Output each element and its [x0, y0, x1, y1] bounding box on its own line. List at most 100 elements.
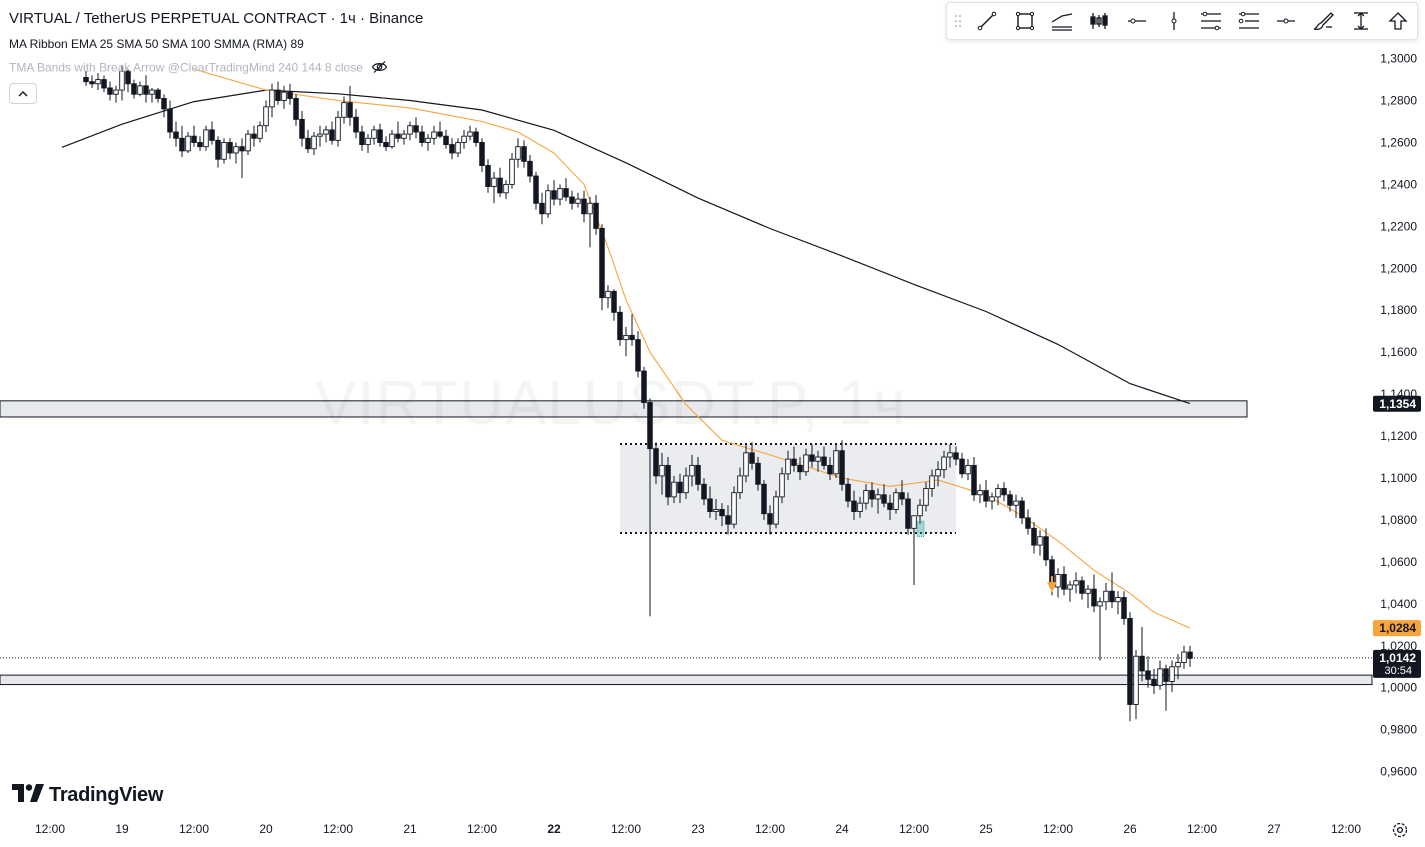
candle-body	[173, 131, 179, 139]
support-resistance-zones	[0, 400, 1373, 686]
candle	[1097, 597, 1103, 661]
horizontal-line-icon[interactable]	[1268, 3, 1305, 39]
candle	[287, 83, 293, 105]
candle-body	[827, 464, 833, 475]
candle	[929, 469, 935, 497]
price-tick-label: 1,2200	[1380, 219, 1417, 233]
candle-body	[455, 142, 461, 154]
long-position-icon[interactable]	[1081, 3, 1118, 39]
candle-body	[1157, 668, 1163, 687]
candle	[1121, 591, 1127, 625]
candle-body	[479, 142, 485, 166]
fib-retracement-icon[interactable]	[1193, 3, 1230, 39]
collapse-legend-button[interactable]	[9, 83, 37, 104]
candle-body	[377, 129, 383, 143]
candle	[593, 194, 599, 235]
candle-body	[353, 116, 359, 133]
candle-body	[383, 142, 389, 148]
price-badge: 1,0284	[1373, 620, 1421, 637]
tradingview-logo-text: TradingView	[49, 784, 164, 806]
candle-body	[185, 135, 191, 152]
candle	[605, 285, 611, 309]
candle	[1025, 509, 1031, 535]
chart-title[interactable]: VIRTUAL / TetherUS PERPETUAL CONTRACT · …	[9, 10, 424, 27]
candle-body	[485, 165, 491, 187]
candle	[623, 327, 629, 357]
price-tick-label: 1,0800	[1380, 513, 1417, 527]
candle-body	[1079, 580, 1085, 594]
candle-body	[947, 452, 953, 458]
candle-body	[83, 77, 89, 83]
candle-body	[443, 135, 449, 146]
candle-body	[863, 490, 869, 504]
candle-body	[725, 515, 731, 525]
candle	[1055, 568, 1061, 598]
candle	[887, 494, 893, 520]
candle-body	[95, 79, 101, 85]
candle	[485, 159, 491, 193]
indicator-ma-ribbon[interactable]: MA Ribbon EMA 25 SMA 50 SMA 100 SMMA (RM…	[9, 37, 304, 51]
drag-handle-icon[interactable]	[947, 14, 969, 28]
candle-body	[575, 198, 581, 204]
candle-body	[419, 131, 425, 143]
candle-body	[1121, 597, 1127, 619]
candle-body	[1187, 651, 1193, 659]
drawing-toolbar[interactable]	[946, 2, 1418, 40]
candle	[143, 75, 149, 103]
candle	[1103, 582, 1109, 611]
candle-body	[197, 142, 203, 148]
price-badge-bg	[1373, 395, 1421, 412]
candle	[617, 306, 623, 346]
vertical-line-icon[interactable]	[1155, 3, 1192, 39]
candle-body	[533, 175, 539, 204]
brush-icon[interactable]	[1305, 3, 1342, 39]
candle-body	[971, 464, 977, 496]
candle-body	[221, 142, 227, 160]
candle	[989, 492, 995, 510]
price-axis[interactable]: 1,3000 1,2800 1,2600 1,2400 1,2200 1,2000 1,18…	[1373, 52, 1421, 779]
candle-body	[1097, 601, 1103, 607]
candle	[875, 488, 881, 514]
candle-body	[563, 188, 569, 198]
candle-body	[923, 488, 929, 506]
price-tick-label: 1,1800	[1380, 303, 1417, 317]
candlestick-series	[83, 64, 1193, 722]
candle-body	[857, 502, 863, 513]
arrow-up-icon[interactable]	[1380, 3, 1417, 39]
horizontal-ray-icon[interactable]	[1118, 3, 1155, 39]
settings-gear-icon[interactable]	[1391, 821, 1409, 844]
tradingview-logo[interactable]: TradingView	[12, 784, 163, 807]
candle	[185, 131, 191, 153]
parallel-channel-icon[interactable]	[1043, 3, 1080, 39]
price-tick-label: 1,1200	[1380, 429, 1417, 443]
fib-extension-icon[interactable]	[1230, 3, 1267, 39]
candle	[719, 503, 725, 527]
candle-body	[1013, 500, 1019, 506]
candle	[695, 457, 701, 491]
candle-body	[167, 108, 173, 133]
candle	[95, 73, 101, 91]
eye-hidden-icon[interactable]	[371, 60, 388, 77]
candle	[473, 127, 479, 147]
candle-body	[1127, 618, 1133, 705]
rectangle-icon[interactable]	[1006, 3, 1043, 39]
candle	[461, 129, 467, 149]
candle	[509, 152, 515, 189]
candle	[353, 108, 359, 139]
fast-ma-line	[193, 68, 1191, 629]
candle-body	[917, 504, 923, 517]
trend-line-icon[interactable]	[969, 3, 1006, 39]
candle-body	[143, 85, 149, 95]
candle	[557, 184, 563, 206]
candle-body	[821, 456, 827, 466]
indicator-tma-bands[interactable]: TMA Bands with Break Arrow @ClearTrading…	[9, 60, 388, 77]
time-axis[interactable]: 12:00 19 12:00 20 12:00 21 12:00 22 12:00 23 12:00…	[35, 822, 1361, 836]
candle-body	[317, 133, 323, 137]
candle-body	[161, 97, 167, 110]
candle	[413, 117, 419, 139]
candle-body	[461, 135, 467, 143]
candle-body	[929, 475, 935, 489]
measure-icon[interactable]	[1342, 3, 1379, 39]
